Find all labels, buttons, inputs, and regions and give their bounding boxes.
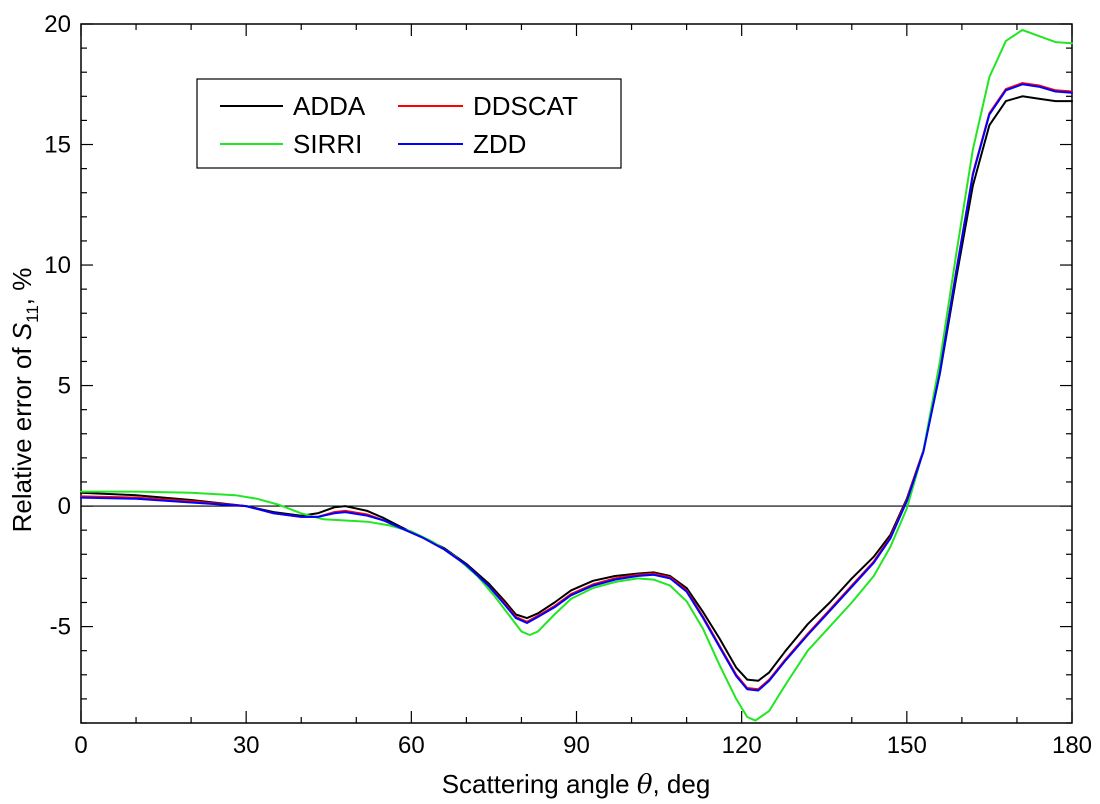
- x-tick-label: 90: [563, 732, 590, 759]
- y-axis-title: Relative error of S11, %: [7, 268, 42, 533]
- series-lines: [80, 29, 1073, 722]
- x-axis-title: Scattering angle θ, deg: [442, 769, 711, 800]
- y-tick-label: 0: [58, 493, 71, 520]
- legend-label-adda: ADDA: [293, 91, 366, 121]
- y-tick-label: 15: [44, 132, 71, 159]
- axis-tick-labels: 0 30 60 90 120 150 180 -5 0 5 10 15 20: [44, 11, 1092, 759]
- legend-label-zdd: ZDD: [473, 129, 526, 159]
- legend-label-ddscat: DDSCAT: [473, 91, 578, 121]
- legend: ADDA DDSCAT SIRRI ZDD: [196, 78, 622, 169]
- y-tick-label: -5: [50, 614, 71, 641]
- series-line-sirri: [80, 29, 1073, 722]
- y-tick-label: 5: [58, 373, 71, 400]
- x-tick-label: 180: [1052, 732, 1092, 759]
- y-tick-label: 20: [44, 11, 71, 38]
- x-tick-label: 60: [398, 732, 425, 759]
- series-line-zdd: [80, 83, 1073, 692]
- x-tick-label: 120: [722, 732, 762, 759]
- x-tick-label: 0: [74, 732, 87, 759]
- x-tick-label: 150: [887, 732, 927, 759]
- legend-label-sirri: SIRRI: [293, 129, 362, 159]
- x-tick-label: 30: [233, 732, 260, 759]
- legend-box: [196, 78, 622, 169]
- series-line-ddscat: [80, 82, 1073, 691]
- y-tick-label: 10: [44, 252, 71, 279]
- axis-ticks: [80, 23, 1073, 724]
